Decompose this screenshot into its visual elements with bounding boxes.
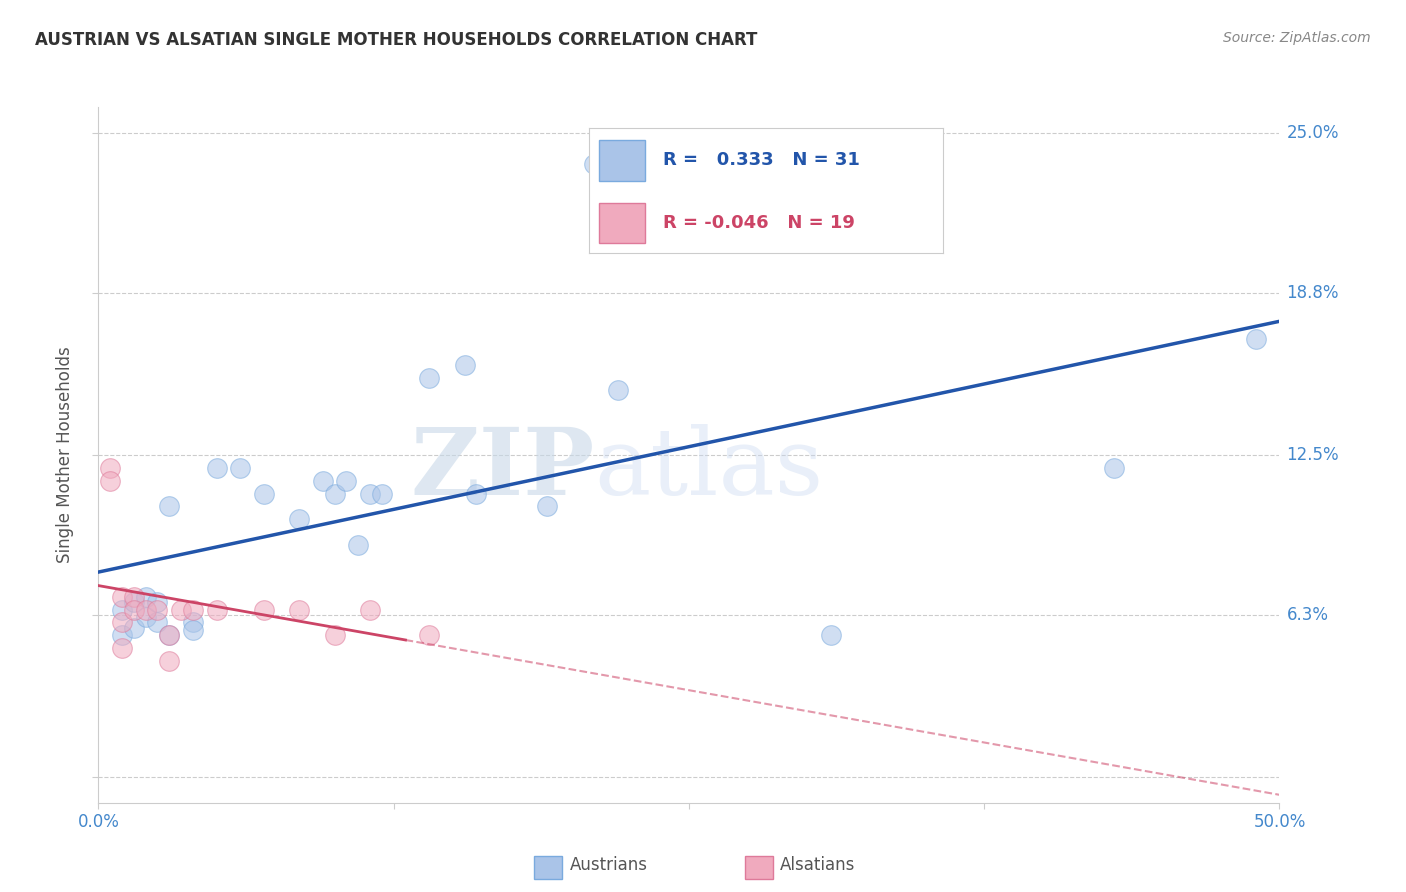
Text: Source: ZipAtlas.com: Source: ZipAtlas.com [1223,31,1371,45]
Point [135,610,157,624]
Text: atlas: atlas [595,424,824,514]
Point [181,602,204,616]
Text: 25.0%: 25.0% [1286,124,1339,142]
Point [122,595,145,609]
Point [111,602,134,616]
Point [347,538,370,552]
Point [135,602,157,616]
Point [323,628,346,642]
Point [146,615,169,630]
Point [607,384,630,398]
Point [465,486,488,500]
Point [157,628,180,642]
Point [146,595,169,609]
Point [1244,332,1267,346]
Text: 12.5%: 12.5% [1286,446,1339,464]
Point [170,602,193,616]
Point [157,654,180,668]
Text: Austrians: Austrians [569,856,647,874]
Point [205,602,228,616]
Point [583,157,606,171]
Point [1102,460,1125,475]
Text: Alsatians: Alsatians [780,856,856,874]
Point [820,628,842,642]
Point [371,486,394,500]
Point [157,500,180,514]
Point [157,628,180,642]
Point [229,460,252,475]
Text: 18.8%: 18.8% [1286,284,1339,301]
Point [205,460,228,475]
Point [98,460,121,475]
Point [253,486,276,500]
Text: AUSTRIAN VS ALSATIAN SINGLE MOTHER HOUSEHOLDS CORRELATION CHART: AUSTRIAN VS ALSATIAN SINGLE MOTHER HOUSE… [35,31,758,49]
Point [111,615,134,630]
Point [122,621,145,635]
Text: 6.3%: 6.3% [1286,606,1329,624]
Point [253,602,276,616]
Point [111,641,134,656]
Text: ZIP: ZIP [411,424,595,514]
Point [111,590,134,604]
Point [312,474,335,488]
Point [323,486,346,500]
Point [418,628,440,642]
Point [181,615,204,630]
Point [288,512,311,526]
Point [453,358,475,372]
Point [181,623,204,637]
Point [359,486,381,500]
Point [98,474,121,488]
Point [335,474,357,488]
Point [111,628,134,642]
Point [122,602,145,616]
Point [135,590,157,604]
Point [122,590,145,604]
Point [359,602,381,616]
Point [418,370,440,384]
Point [146,602,169,616]
Point [288,602,311,616]
Y-axis label: Single Mother Households: Single Mother Households [56,347,75,563]
Point [536,500,558,514]
